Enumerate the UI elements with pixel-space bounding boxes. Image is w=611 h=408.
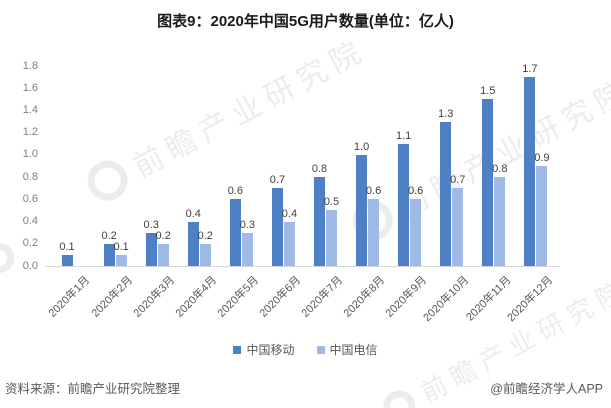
y-axis-tick-label: 0.0: [22, 259, 38, 272]
y-axis-tick-label: 0.2: [22, 237, 38, 250]
bar-series1: [398, 143, 410, 266]
x-axis-label: 2020年6月: [257, 274, 304, 320]
bar-group: 1.7 0.9: [515, 63, 557, 266]
y-axis-tick-label: 0.6: [22, 192, 38, 205]
legend-label: 中国电信: [329, 343, 378, 357]
bar-series1: [229, 199, 241, 266]
bar-value-label: 0.2: [197, 229, 213, 242]
bar-series1: [482, 99, 494, 266]
legend: 中国移动 中国电信: [0, 341, 611, 358]
bar-series1: [187, 221, 199, 266]
bar-value-label: 0.2: [101, 229, 117, 242]
bar-value-label: 1.1: [396, 129, 412, 142]
bar-value-label: 1.3: [438, 107, 454, 120]
bar-value-label: 0.8: [311, 163, 328, 176]
legend-item: 中国电信: [316, 341, 378, 358]
bar-series1: [524, 77, 536, 266]
x-axis-label: 2020年4月: [173, 274, 219, 320]
y-axis-tick-label: 0.8: [22, 170, 38, 183]
bar-value-label: 0.3: [143, 218, 159, 231]
y-axis-tick-label: 1.2: [22, 126, 38, 139]
y-axis-tick-label: 1.8: [22, 59, 38, 72]
bar-group: 0.7 0.4: [262, 66, 304, 266]
bar-series2: [241, 232, 253, 266]
bar-value-label: 0.4: [281, 207, 298, 220]
bar-value-label: 0.7: [269, 174, 286, 187]
bar-series1: [145, 232, 157, 266]
bar-value-label: 0.3: [239, 218, 255, 231]
bar-series2: [283, 221, 295, 266]
bar-series2: [452, 188, 464, 266]
x-axis-label: 2020年8月: [341, 274, 388, 320]
y-axis-tick-label: 1.6: [22, 81, 38, 94]
bar-value-label: 0.6: [408, 185, 424, 198]
bar-value-label: 1.7: [522, 63, 538, 76]
footer: 资料来源：前瞻产业研究院整理 @前瞻经济学人APP: [5, 378, 603, 397]
bar-value-label: 1.0: [353, 140, 370, 153]
chart-title: 图表9：2020年中国5G用户数量(单位：亿人): [157, 13, 454, 30]
bar-group: 0.6 0.3: [220, 66, 262, 266]
bar-group: 1.0 0.6: [347, 66, 389, 266]
legend-item: 中国移动: [233, 341, 295, 358]
bar-value-label: 0.1: [59, 240, 75, 253]
bar-group: 0.1: [52, 66, 94, 266]
bar-series2: [536, 166, 548, 266]
x-axis-label: 2020年1月: [46, 274, 93, 320]
bar-series1: [440, 121, 452, 266]
bar-series2: [115, 254, 127, 266]
bar-series2: [199, 243, 211, 266]
bar-value-label: 0.7: [450, 174, 466, 187]
bar-series2: [326, 210, 337, 266]
bar-value-label: 0.6: [365, 185, 382, 198]
bar-series1: [61, 254, 73, 266]
bar-series2: [157, 243, 169, 266]
bar-series1: [314, 177, 325, 266]
bar-group: 0.8 0.5: [304, 66, 346, 266]
bar-group: 1.3 0.7: [431, 66, 473, 266]
source-note: 资料来源：前瞻产业研究院整理: [5, 382, 181, 396]
legend-marker-icon: [316, 345, 325, 354]
bar-value-label: 0.5: [323, 196, 340, 209]
x-axis-label: 2020年5月: [215, 274, 261, 320]
bar-series2: [368, 199, 380, 266]
x-axis-label: 2020年3月: [131, 274, 177, 320]
y-axis-tick-label: 1.4: [22, 103, 38, 116]
bar-series1: [103, 243, 115, 266]
legend-marker-icon: [233, 345, 242, 354]
bar-value-label: 0.2: [155, 229, 171, 242]
bar-series1: [271, 188, 283, 266]
x-axis-label: 2020年2月: [89, 274, 135, 320]
bar-value-label: 0.9: [534, 152, 550, 164]
credit-note: @前瞻经济学人APP: [490, 382, 603, 396]
bar-value-label: 0.8: [492, 163, 508, 176]
bar-series2: [410, 199, 422, 266]
legend-label: 中国移动: [246, 343, 295, 357]
bar-group: 1.5 0.8: [473, 66, 515, 266]
plot-area: 0.1 0.2 0.1 0.3 0.2 0.4 0.2 0.6 0.3 0.7 0.4 0.8 0.5 1…: [45, 63, 560, 267]
bar-group: 1.1 0.6: [389, 66, 431, 266]
y-axis-tick-label: 0.4: [22, 215, 38, 228]
bar-value-label: 0.6: [227, 185, 243, 198]
bar-group: 0.4 0.2: [178, 66, 220, 266]
bar-series1: [356, 154, 368, 266]
bar-value-label: 0.4: [185, 207, 201, 220]
y-axis-tick-label: 1.0: [22, 148, 38, 161]
bar-value-label: 1.5: [480, 85, 496, 98]
x-axis-label: 2020年7月: [299, 274, 346, 320]
bar-group: 0.2 0.1: [94, 66, 136, 266]
bar-group: 0.3 0.2: [136, 66, 178, 266]
bar-series2: [494, 177, 506, 266]
bar-value-label: 0.1: [113, 240, 129, 253]
